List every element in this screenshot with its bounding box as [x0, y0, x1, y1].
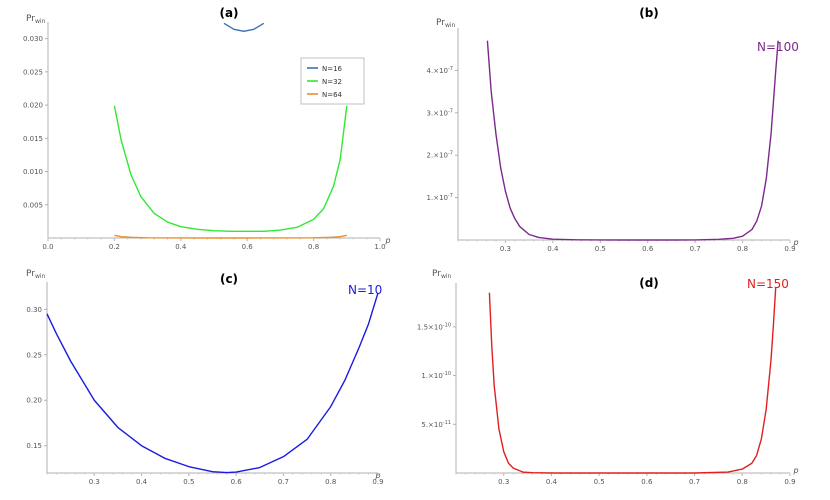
series-line-N=10	[46, 292, 379, 474]
y-tick-label: 4.×10-7	[427, 66, 453, 75]
x-tick-label: 0.5	[595, 245, 606, 253]
x-tick-label: 0.8	[737, 245, 748, 253]
x-axis-label: p	[792, 466, 798, 475]
y-tick-mantissa: 3.	[427, 109, 434, 117]
x-tick-label: 0.6	[231, 478, 243, 486]
y-tick-label: 1.×10-7	[427, 193, 453, 202]
x-axis-label: p	[792, 238, 798, 247]
x-tick-label: 0.8	[325, 478, 336, 486]
y-tick-mantissa: 5.	[421, 421, 428, 429]
series-label: N=150	[747, 277, 789, 291]
y-tick-label: 0.030	[23, 35, 43, 43]
y-axis-label-subscript: win	[445, 22, 456, 29]
panel-title: (b)	[639, 6, 659, 20]
x-tick-label: 0.7	[689, 478, 700, 486]
x-tick-label: 0.7	[278, 478, 289, 486]
y-tick-mantissa: 4.	[427, 67, 434, 75]
series-line-N=150	[488, 287, 777, 474]
panel-title: (c)	[220, 272, 238, 286]
y-tick-label: 1.5×10-10	[417, 322, 451, 331]
y-tick-mantissa: 1.5	[417, 323, 428, 331]
series-label: N=10	[348, 283, 382, 297]
x-tick-label: 0.9	[784, 478, 795, 486]
x-tick-label: 0.6	[242, 243, 254, 251]
y-tick-exponent: -10	[443, 371, 451, 377]
x-tick-label: 0.4	[547, 245, 559, 253]
x-tick-label: 0.7	[690, 245, 701, 253]
panel-c: (c)Prwinp0.30.40.50.60.70.80.90.150.200.…	[26, 269, 384, 486]
x-tick-label: 0.3	[89, 478, 100, 486]
y-tick-label: 0.015	[23, 135, 43, 143]
y-tick-label: 0.20	[26, 397, 42, 405]
y-tick-mantissa: 1.	[421, 372, 428, 380]
x-axis-label: p	[384, 236, 390, 245]
y-tick-label: 0.30	[26, 306, 42, 314]
y-tick-label: 0.010	[23, 168, 43, 176]
y-axis-label: Prwin	[26, 269, 46, 280]
y-axis-label: Prwin	[432, 269, 452, 280]
y-tick-label: 0.25	[26, 351, 42, 359]
series-line-N=16	[223, 22, 265, 32]
y-tick-times: ×10	[428, 323, 443, 331]
x-tick-label: 0.8	[308, 243, 319, 251]
y-tick-exponent: -7	[448, 151, 453, 157]
y-tick-exponent: -11	[443, 420, 451, 426]
y-tick-label: 0.025	[23, 68, 43, 76]
legend-entry: N=16	[322, 65, 343, 73]
x-tick-label: 0.4	[546, 478, 558, 486]
x-tick-label: 0.6	[641, 478, 653, 486]
y-tick-times: ×10	[428, 421, 443, 429]
y-tick-times: ×10	[433, 152, 448, 160]
x-tick-label: 0.6	[642, 245, 654, 253]
x-tick-label: 0.9	[784, 245, 795, 253]
y-tick-label: 0.020	[23, 102, 43, 110]
y-axis-label-subscript: win	[35, 273, 46, 280]
y-axis-label-subscript: win	[35, 18, 46, 25]
legend-entry: N=32	[322, 78, 342, 86]
y-tick-label: 3.×10-7	[427, 108, 453, 117]
y-tick-label: 5.×10-11	[421, 420, 451, 429]
x-tick-label: 0.5	[594, 478, 605, 486]
series-line-N=100	[486, 40, 779, 241]
y-tick-label: 1.×10-10	[421, 371, 451, 380]
y-tick-label: 0.15	[26, 442, 42, 450]
y-axis-label: Prwin	[436, 18, 456, 29]
x-tick-label: 0.9	[372, 478, 383, 486]
panel-title: (a)	[219, 6, 238, 20]
y-tick-times: ×10	[428, 372, 443, 380]
y-axis-label: Prwin	[26, 14, 46, 25]
x-tick-label: 0.3	[498, 478, 509, 486]
y-tick-times: ×10	[433, 109, 448, 117]
y-tick-exponent: -10	[443, 322, 451, 328]
y-axis-label-subscript: win	[441, 273, 452, 280]
y-tick-exponent: -7	[448, 108, 453, 114]
panel-title: (d)	[639, 276, 659, 290]
y-tick-label: 2.×10-7	[427, 151, 453, 160]
series-line-N=32	[113, 105, 348, 233]
x-tick-label: 0.4	[175, 243, 187, 251]
y-tick-times: ×10	[433, 67, 448, 75]
series-line-N=64	[114, 234, 347, 239]
panel-a: (a) Prwin p 0.0 0.2 0.4 0.6 0.8 1.0 0.005 0.010 0.0…	[23, 6, 391, 251]
x-tick-label: 0.4	[136, 478, 148, 486]
series-label: N=100	[757, 40, 799, 54]
x-tick-label: 0.5	[183, 478, 194, 486]
y-tick-mantissa: 2.	[427, 152, 434, 160]
x-tick-label: 0.2	[109, 243, 120, 251]
x-tick-label: 0.3	[500, 245, 511, 253]
y-tick-mantissa: 1.	[427, 194, 434, 202]
x-tick-label: 0.8	[737, 478, 748, 486]
x-tick-label: 0.0	[42, 243, 53, 251]
y-tick-exponent: -7	[448, 193, 453, 199]
y-tick-times: ×10	[433, 194, 448, 202]
legend: N=16 N=32 N=64	[300, 57, 365, 105]
legend-entry: N=64	[322, 91, 343, 99]
y-tick-label: 0.005	[23, 201, 43, 209]
y-tick-exponent: -7	[448, 66, 453, 72]
x-tick-label: 1.0	[374, 243, 385, 251]
